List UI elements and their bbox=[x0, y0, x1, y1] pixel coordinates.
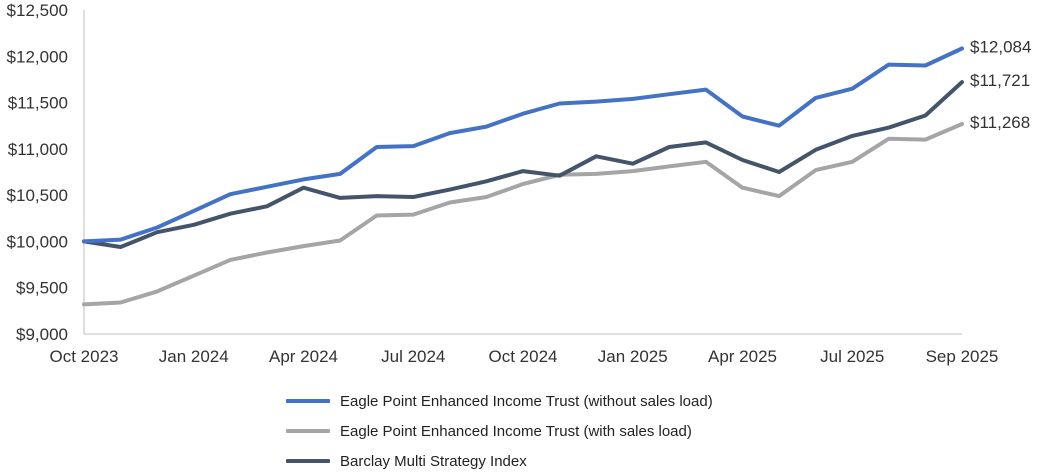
end-value-label: $11,721 bbox=[970, 71, 1030, 90]
y-tick-label: $10,500 bbox=[7, 186, 68, 205]
series-line bbox=[82, 80, 964, 249]
end-value-label: $11,268 bbox=[970, 113, 1030, 132]
line-chart: $9,000 $9,500 $10,000 $10,500 $11,000 $11,500… bbox=[7, 1, 1032, 366]
x-axis-ticks: Oct 2023 Jan 2024 Apr 2024 Jul 2024 Oct 2024… bbox=[50, 347, 999, 366]
legend-label: Eagle Point Enhanced Income Trust (witho… bbox=[340, 392, 713, 410]
x-tick-label: Jul 2024 bbox=[381, 347, 445, 366]
x-tick-label: Oct 2023 bbox=[50, 347, 119, 366]
y-tick-label: $9,500 bbox=[16, 279, 68, 298]
x-tick-label: Apr 2024 bbox=[269, 347, 338, 366]
series-line bbox=[82, 122, 964, 307]
x-tick-label: Jan 2025 bbox=[598, 347, 668, 366]
legend-label: Eagle Point Enhanced Income Trust (with … bbox=[340, 422, 692, 440]
legend-label: Barclay Multi Strategy Index bbox=[340, 452, 527, 470]
end-value-label: $12,084 bbox=[970, 38, 1031, 57]
y-tick-label: $12,500 bbox=[7, 1, 68, 20]
end-labels: $12,084 $11,268 $11,721 bbox=[970, 38, 1031, 133]
y-axis-ticks: $9,000 $9,500 $10,000 $10,500 $11,000 $11,500… bbox=[7, 1, 68, 344]
x-tick-label: Jan 2024 bbox=[159, 347, 229, 366]
y-tick-label: $12,000 bbox=[7, 47, 68, 66]
legend: Eagle Point Enhanced Income Trust (witho… bbox=[286, 386, 713, 476]
x-tick-label: Sep 2025 bbox=[926, 347, 999, 366]
legend-swatch bbox=[286, 399, 330, 403]
legend-swatch bbox=[286, 459, 330, 463]
x-tick-label: Oct 2024 bbox=[489, 347, 558, 366]
series-lines bbox=[82, 46, 964, 307]
legend-item: Barclay Multi Strategy Index bbox=[286, 446, 713, 476]
y-tick-label: $11,000 bbox=[8, 140, 68, 159]
series-line bbox=[82, 46, 964, 244]
y-tick-label: $11,500 bbox=[8, 94, 68, 113]
legend-swatch bbox=[286, 429, 330, 433]
y-tick-label: $9,000 bbox=[16, 325, 68, 344]
y-tick-label: $10,000 bbox=[7, 232, 68, 251]
legend-item: Eagle Point Enhanced Income Trust (witho… bbox=[286, 386, 713, 416]
legend-item: Eagle Point Enhanced Income Trust (with … bbox=[286, 416, 713, 446]
x-tick-label: Apr 2025 bbox=[708, 347, 777, 366]
x-tick-label: Jul 2025 bbox=[820, 347, 884, 366]
